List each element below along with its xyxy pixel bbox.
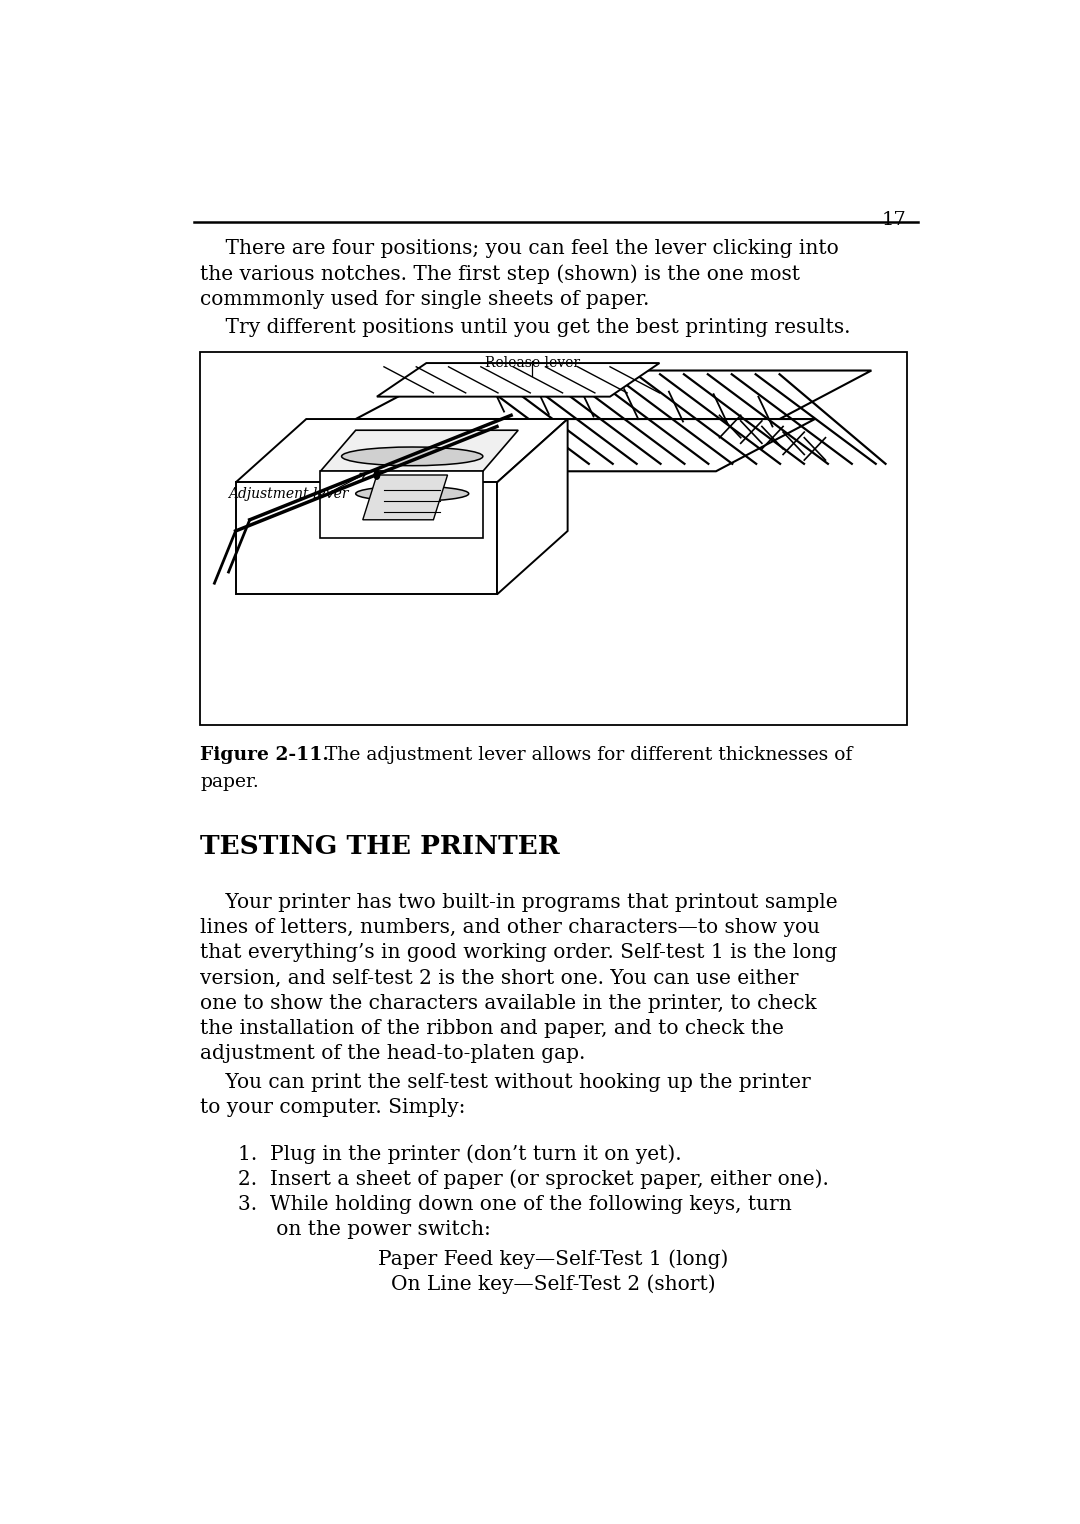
Text: lines of letters, numbers, and other characters—to show you: lines of letters, numbers, and other cha…	[200, 917, 821, 937]
Text: Adjustment lever: Adjustment lever	[229, 486, 349, 501]
Text: commmonly used for single sheets of paper.: commmonly used for single sheets of pape…	[200, 290, 650, 309]
Circle shape	[374, 469, 380, 480]
Text: on the power switch:: on the power switch:	[238, 1221, 490, 1239]
Text: the various notches. The first step (shown) is the one most: the various notches. The first step (sho…	[200, 265, 800, 283]
Text: Paper Feed key—Self-Test 1 (long): Paper Feed key—Self-Test 1 (long)	[378, 1250, 729, 1268]
Text: There are four positions; you can feel the lever clicking into: There are four positions; you can feel t…	[200, 239, 839, 258]
Polygon shape	[321, 471, 483, 538]
Text: to your computer. Simply:: to your computer. Simply:	[200, 1099, 465, 1117]
Text: You can print the self-test without hooking up the printer: You can print the self-test without hook…	[200, 1073, 811, 1093]
Polygon shape	[363, 475, 447, 520]
Bar	[200, 352, 907, 725]
Text: On Line key—Self-Test 2 (short): On Line key—Self-Test 2 (short)	[391, 1274, 716, 1294]
Polygon shape	[377, 363, 660, 396]
Text: 3.  While holding down one of the following keys, turn: 3. While holding down one of the followi…	[238, 1195, 792, 1215]
Text: The adjustment lever allows for different thicknesses of: The adjustment lever allows for differen…	[313, 747, 852, 764]
Text: that everything’s in good working order. Self-test 1 is the long: that everything’s in good working order.…	[200, 943, 837, 962]
Polygon shape	[292, 419, 815, 471]
Text: 2.  Insert a sheet of paper (or sprocket paper, either one).: 2. Insert a sheet of paper (or sprocket …	[238, 1170, 828, 1189]
Polygon shape	[497, 419, 568, 594]
Ellipse shape	[355, 486, 469, 501]
Text: TESTING THE PRINTER: TESTING THE PRINTER	[200, 834, 559, 860]
Text: Release lever: Release lever	[485, 357, 580, 370]
Text: adjustment of the head-to-platen gap.: adjustment of the head-to-platen gap.	[200, 1044, 585, 1064]
Polygon shape	[235, 483, 497, 594]
Text: version, and self-test 2 is the short one. You can use either: version, and self-test 2 is the short on…	[200, 969, 799, 988]
Text: Your printer has two built-in programs that printout sample: Your printer has two built-in programs t…	[200, 893, 838, 911]
Ellipse shape	[341, 447, 483, 466]
Polygon shape	[321, 430, 518, 471]
Text: one to show the characters available in the printer, to check: one to show the characters available in …	[200, 994, 816, 1013]
Polygon shape	[355, 370, 872, 419]
Text: paper.: paper.	[200, 773, 259, 791]
Text: 17: 17	[882, 210, 907, 229]
Text: the installation of the ribbon and paper, and to check the: the installation of the ribbon and paper…	[200, 1020, 784, 1038]
Polygon shape	[235, 419, 568, 483]
Text: Figure 2-11.: Figure 2-11.	[200, 747, 329, 764]
Text: Try different positions until you get the best printing results.: Try different positions until you get th…	[200, 319, 851, 337]
Text: 1.  Plug in the printer (don’t turn it on yet).: 1. Plug in the printer (don’t turn it on…	[238, 1145, 681, 1164]
